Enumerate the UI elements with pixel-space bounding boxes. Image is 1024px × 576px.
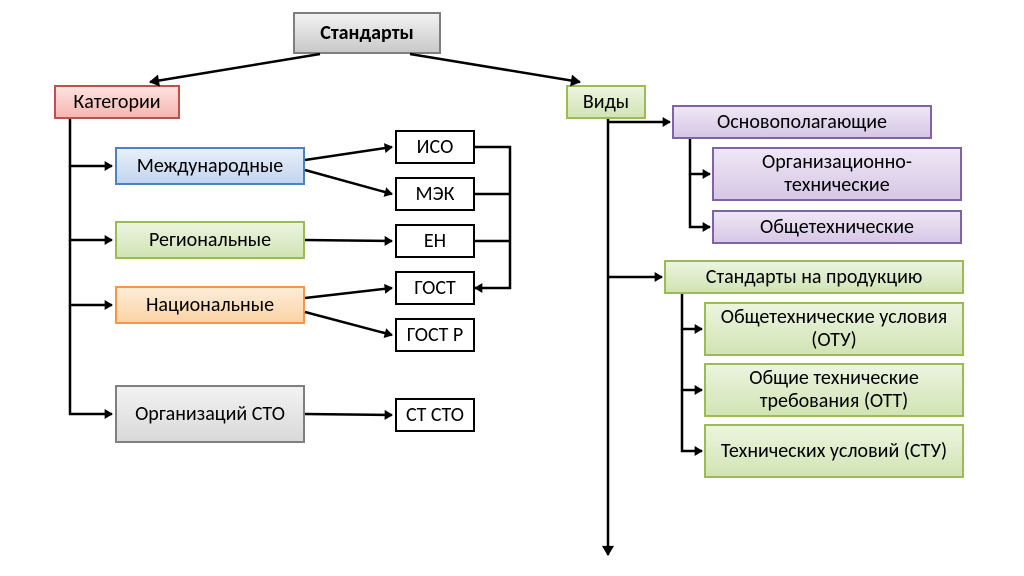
box-stu: Технических условий (СТУ) (704, 424, 964, 478)
box-regional: Региональные (115, 221, 305, 259)
box-otu: Общетехнические условия (ОТУ) (704, 302, 964, 356)
label-otu: Общетехнические условия (ОТУ) (714, 306, 954, 352)
label-en: ЕН (424, 230, 446, 253)
label-stu: Технических условий (СТУ) (721, 440, 947, 463)
box-intl: Международные (115, 147, 305, 185)
box-iso: ИСО (395, 130, 475, 164)
label-root: Стандарты (320, 22, 413, 45)
label-orgsto: Организаций СТО (135, 403, 285, 426)
box-orgtech: Организационно-технические (712, 147, 962, 201)
label-orgtech: Организационно-технические (722, 151, 952, 197)
label-prodstd: Стандарты на продукцию (706, 266, 923, 289)
box-mek: МЭК (395, 177, 475, 211)
label-gostr: ГОСТ Р (407, 324, 463, 347)
label-intl: Международные (137, 155, 283, 178)
box-fundamental: Основополагающие (672, 105, 932, 139)
label-national: Национальные (146, 294, 274, 317)
box-ott: Общие технические требования (ОТТ) (704, 363, 964, 417)
box-national: Национальные (115, 286, 305, 324)
label-categories: Категории (73, 91, 160, 114)
box-gostr: ГОСТ Р (395, 318, 475, 352)
box-gentech: Общетехнические (712, 210, 962, 244)
label-stcto: СТ СТО (406, 404, 464, 427)
label-fundamental: Основополагающие (717, 111, 887, 134)
box-stcto: СТ СТО (395, 398, 475, 432)
label-mek: МЭК (416, 183, 455, 206)
box-gost: ГОСТ (395, 271, 475, 305)
label-types: Виды (583, 91, 629, 114)
label-gost: ГОСТ (414, 277, 456, 300)
box-en: ЕН (395, 224, 475, 258)
label-ott: Общие технические требования (ОТТ) (714, 367, 954, 413)
box-orgsto: Организаций СТО (115, 385, 305, 443)
label-regional: Региональные (149, 229, 271, 252)
label-iso: ИСО (417, 136, 454, 159)
box-categories: Категории (54, 85, 180, 119)
box-prodstd: Стандарты на продукцию (664, 260, 964, 294)
box-types: Виды (566, 85, 646, 119)
box-root: Стандарты (293, 12, 441, 54)
label-gentech: Общетехнические (760, 216, 914, 239)
